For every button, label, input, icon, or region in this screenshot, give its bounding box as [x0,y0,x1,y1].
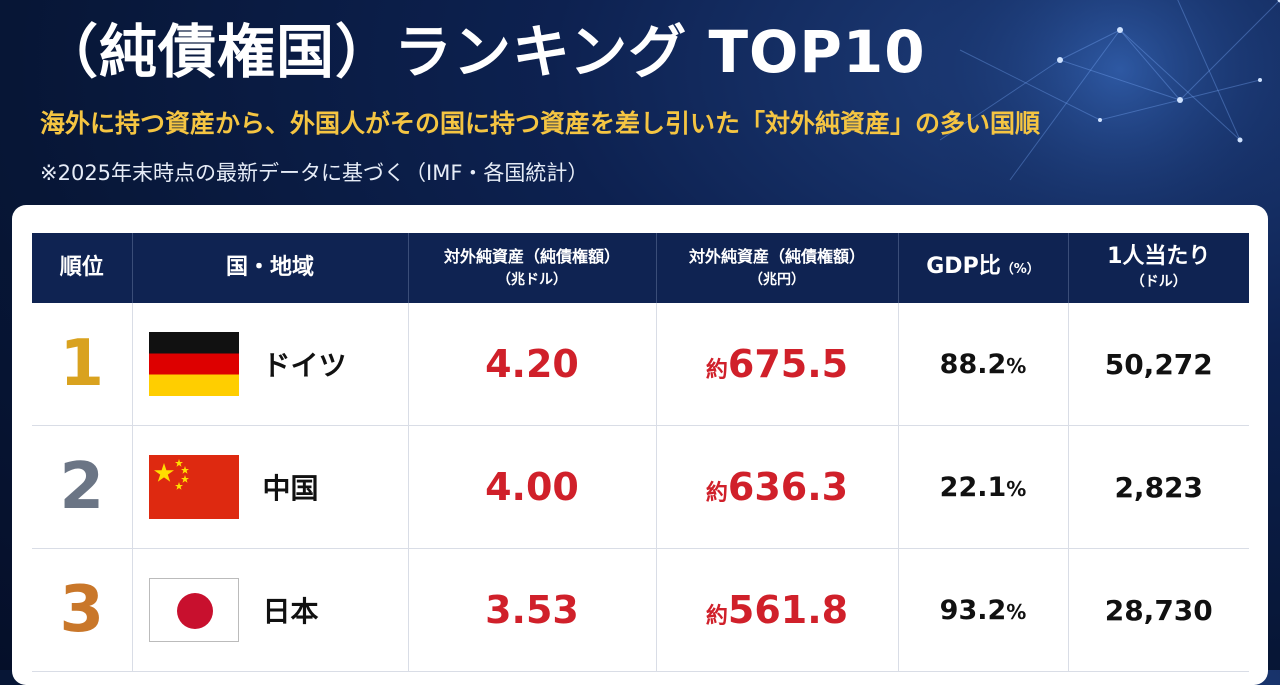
header-net-assets-yen: 対外純資産（純債権額） （兆円） [656,233,898,303]
per-capita: 28,730 [1105,594,1213,627]
table-row: 3 日本 3.53 約561.8 93.2% 28,730 [32,549,1249,672]
table-row: 2 中国 4.00 約636.3 [32,426,1249,549]
gdp-percent-sign: % [1006,354,1026,378]
per-capita: 2,823 [1114,471,1203,504]
net-assets-yen: 561.8 [728,588,848,632]
net-assets-usd: 4.20 [485,342,579,386]
gdp-ratio: 88.2 [940,349,1007,380]
country-name: ドイツ [263,344,347,384]
gdp-ratio: 22.1 [940,472,1007,503]
net-assets-usd: 3.53 [485,588,579,632]
net-assets-yen: 675.5 [728,342,848,386]
header-per-capita: 1人当たり （ドル） [1068,233,1249,303]
china-flag [149,455,239,519]
country-name: 中国 [263,467,319,507]
gdp-percent-sign: % [1006,600,1026,624]
per-capita: 50,272 [1105,348,1213,381]
header-net-assets-usd: 対外純資産（純債権額） （兆ドル） [408,233,656,303]
approx-prefix: 約 [706,604,728,629]
header-gdp-ratio: GDP比（%） [898,233,1068,303]
approx-prefix: 約 [706,358,728,383]
net-assets-usd: 4.00 [485,465,579,509]
germany-flag [149,332,239,396]
rank-number: 3 [59,573,104,647]
header-country: 国・地域 [132,233,408,303]
page-title: （純債権国）ランキング TOP10 [40,12,926,92]
rank-number: 2 [59,450,104,524]
gdp-percent-sign: % [1006,477,1026,501]
approx-prefix: 約 [706,481,728,506]
table-row: 1 ドイツ 4.20 約675.5 88.2% 50,272 [32,303,1249,426]
ranking-table: 順位 国・地域 対外純資産（純債権額） （兆ドル） 対外純資産（純債権額） （兆… [32,233,1249,672]
data-source-note: ※2025年末時点の最新データに基づく（IMF・各国統計） [40,156,588,190]
page-subtitle: 海外に持つ資産から、外国人がその国に持つ資産を差し引いた「対外純資産」の多い国順 [40,106,1040,142]
country-name: 日本 [263,590,319,630]
rank-number: 1 [59,327,104,401]
japan-flag [149,578,239,642]
table-header-row: 順位 国・地域 対外純資産（純債権額） （兆ドル） 対外純資産（純債権額） （兆… [32,233,1249,303]
net-assets-yen: 636.3 [728,465,848,509]
header-rank: 順位 [32,233,132,303]
japan-flag-sun [177,593,213,629]
gdp-ratio: 93.2 [940,595,1007,626]
